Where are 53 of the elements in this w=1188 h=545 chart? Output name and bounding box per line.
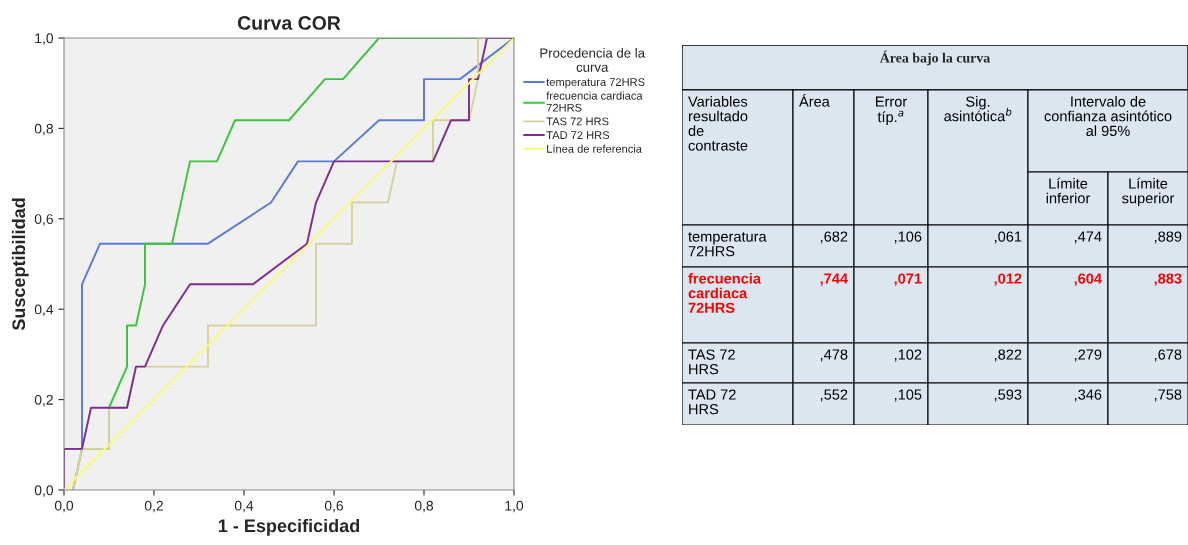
y-tick-label: 0,6	[34, 214, 53, 226]
x-tick-label: 0,0	[54, 500, 74, 513]
text: ,889	[1154, 231, 1182, 244]
text: ,883	[1154, 273, 1182, 286]
text: Error típ.$^{a}$	[875, 96, 907, 126]
text: Límite superior	[1122, 177, 1175, 207]
text: Variables resultado de contraste	[688, 96, 748, 151]
text: ,071	[894, 273, 922, 286]
text: Área bajo la curva	[879, 50, 991, 66]
legend-label: temperatura 72HRS	[546, 78, 645, 89]
text: TAS 72 HRS	[688, 349, 735, 375]
text: Sig. asintótica$^{b}$	[944, 96, 1012, 122]
text: TAD 72 HRS	[688, 389, 736, 415]
x-tick-label: 0,2	[144, 500, 163, 513]
text: Intervalo de confianza asintótico al 95%	[1044, 96, 1172, 137]
legend-label: frecuencia cardiaca 72HRS	[546, 91, 643, 112]
text: ,102	[894, 349, 922, 362]
y-tick-label: 0,8	[34, 123, 53, 136]
y-axis-title: Susceptibilidad	[11, 198, 29, 331]
chart-title: Curva COR	[237, 16, 341, 30]
x-tick-label: 0,4	[234, 500, 254, 513]
x-axis-title: 1 - Especificidad	[218, 518, 360, 536]
text: Área	[799, 93, 830, 107]
text: ,279	[1074, 349, 1102, 362]
text: ,758	[1154, 389, 1182, 402]
text: ,478	[820, 349, 848, 362]
text: ,744	[820, 273, 848, 286]
legend-label: TAS 72 HRS	[546, 117, 609, 126]
y-tick-label: 1,0	[35, 33, 54, 45]
text: ,678	[1154, 349, 1182, 362]
text: ,474	[1074, 231, 1102, 244]
text: ,346	[1074, 389, 1102, 402]
text: ,604	[1074, 273, 1102, 286]
text: ,012	[994, 273, 1022, 286]
text: ,822	[994, 349, 1022, 362]
legend-title: Procedencia de la curva	[540, 48, 646, 72]
x-tick-label: 0,6	[324, 500, 344, 513]
text: ,061	[994, 231, 1022, 244]
text: ,105	[894, 389, 922, 402]
legend-label: Línea de referencia	[547, 144, 642, 153]
y-tick-label: 0,4	[34, 304, 54, 317]
text: ,106	[894, 231, 922, 244]
text: ,682	[820, 231, 848, 244]
y-tick-label: 0,0	[34, 485, 54, 497]
y-tick-label: 0,2	[34, 394, 53, 407]
text: ,552	[820, 389, 848, 402]
text: ,593	[994, 389, 1022, 402]
legend-label: TAD 72 HRS	[546, 131, 610, 140]
text: temperatura 72HRS	[688, 232, 767, 257]
x-tick-label: 1,0	[505, 500, 524, 513]
text: Límite inferior	[1046, 177, 1091, 204]
x-tick-label: 0,8	[414, 500, 434, 513]
text: frecuencia cardiaca 72HRS	[688, 273, 762, 314]
